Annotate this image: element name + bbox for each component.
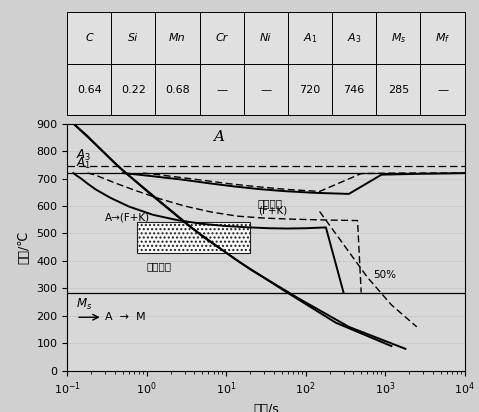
Text: 50%: 50% bbox=[373, 270, 396, 280]
Text: $M_s$: $M_s$ bbox=[76, 297, 92, 312]
Text: (F+K): (F+K) bbox=[258, 205, 287, 215]
Text: 转变终了: 转变终了 bbox=[258, 198, 283, 208]
Text: $A_3$: $A_3$ bbox=[76, 148, 91, 163]
Text: 转变开始: 转变开始 bbox=[147, 262, 171, 272]
Text: A: A bbox=[213, 130, 224, 144]
X-axis label: 时间/s: 时间/s bbox=[253, 403, 279, 412]
Y-axis label: 温度/℃: 温度/℃ bbox=[18, 231, 31, 264]
Text: A  →  M: A → M bbox=[105, 312, 146, 322]
Text: $A_1$: $A_1$ bbox=[76, 156, 91, 171]
Text: A→(F+K): A→(F+K) bbox=[105, 213, 150, 222]
Polygon shape bbox=[137, 222, 250, 253]
